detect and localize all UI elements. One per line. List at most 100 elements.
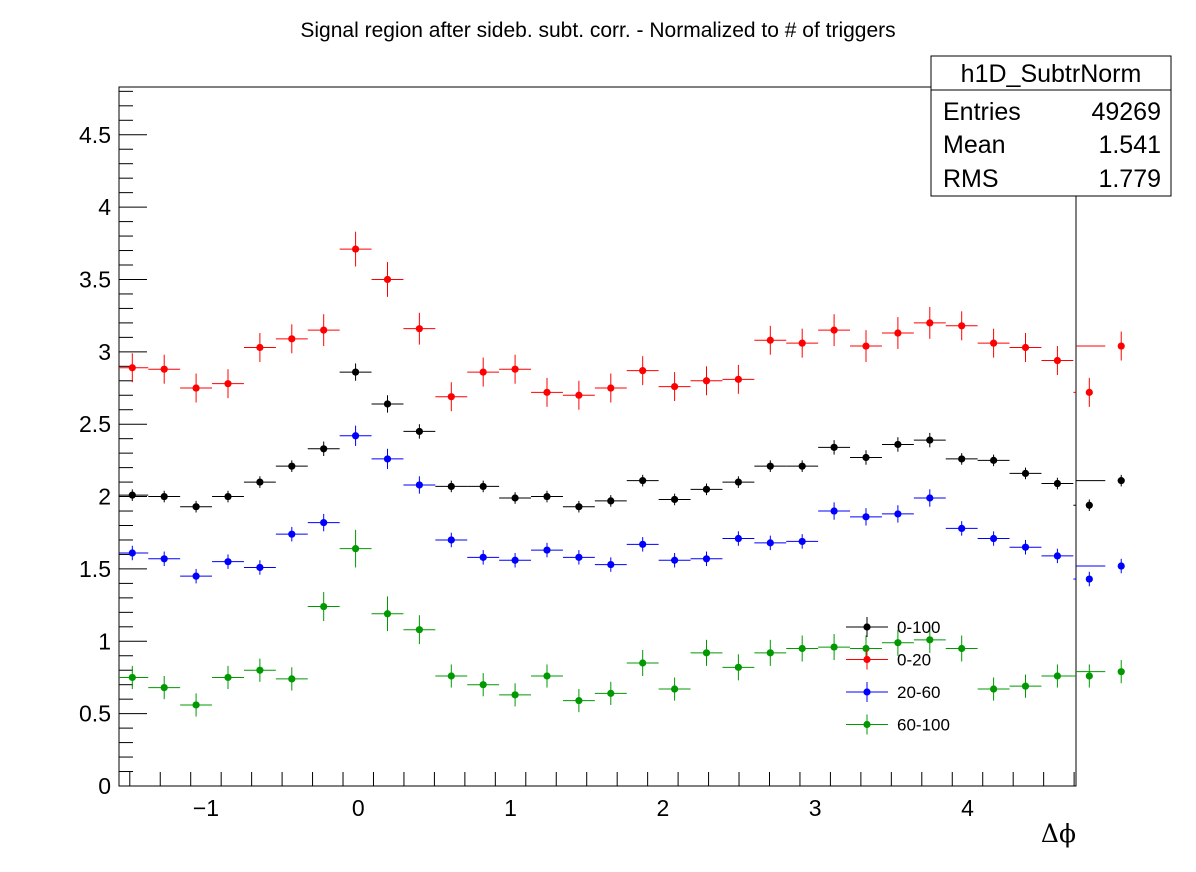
marker: [894, 639, 902, 647]
data-point: [180, 500, 213, 513]
y-tick-label: 0: [98, 773, 111, 799]
y-tick-label: 0.5: [79, 701, 111, 727]
marker: [639, 540, 647, 548]
legend-item: 0-20: [846, 649, 931, 670]
data-point: [626, 474, 659, 487]
data-point: [307, 441, 340, 457]
marker: [1021, 543, 1030, 551]
data-point: [977, 454, 1010, 467]
data-point: [818, 502, 851, 520]
data-point: [658, 553, 691, 568]
data-point: [722, 654, 755, 681]
marker: [1085, 672, 1093, 680]
data-point: [1076, 474, 1125, 487]
marker: [479, 368, 487, 376]
data-point: [148, 490, 181, 503]
series-layer: [119, 231, 1125, 717]
data-point: [531, 377, 563, 407]
data-point: [913, 626, 946, 653]
x-tick-label: 2: [656, 795, 669, 821]
marker: [830, 507, 838, 515]
stats-box-frame: [930, 55, 1172, 197]
marker: [1021, 469, 1030, 478]
marker: [607, 497, 615, 505]
marker: [192, 701, 200, 709]
data-point: [148, 354, 181, 384]
data-point: [1009, 674, 1042, 698]
y-tick-label: 3: [98, 339, 111, 365]
data-point: [1041, 346, 1074, 375]
marker: [128, 364, 136, 372]
marker: [224, 558, 232, 566]
data-point: [1073, 377, 1093, 407]
data-point: [339, 529, 372, 568]
data-point: [594, 495, 627, 507]
marker: [734, 478, 742, 486]
data-point: [881, 505, 914, 523]
data-point: [243, 333, 276, 362]
marker: [862, 644, 870, 653]
marker: [766, 649, 774, 657]
marker: [320, 445, 328, 453]
data-point: [722, 476, 755, 488]
data-point: [243, 560, 276, 575]
data-point: [945, 453, 978, 465]
x-axis: −1 0 1 2 3 4: [129, 772, 1075, 821]
marker: [926, 436, 934, 444]
marker: [862, 342, 870, 350]
marker: [798, 644, 806, 653]
marker: [670, 556, 679, 564]
marker: [894, 329, 902, 337]
data-point: [275, 460, 308, 472]
stats-box-title: h1D_SubtrNorm: [961, 60, 1142, 88]
data-point: [243, 476, 276, 488]
data-point: [212, 490, 244, 503]
data-point: [119, 353, 149, 383]
data-point: [722, 531, 755, 546]
data-point: [1041, 548, 1074, 564]
marker: [926, 636, 934, 644]
marker: [670, 685, 679, 693]
data-point: [499, 553, 532, 568]
marker: [511, 691, 519, 699]
data-point: [881, 317, 914, 349]
data-point: [307, 314, 340, 347]
marker: [288, 675, 296, 683]
legend-label: 20-60: [897, 683, 940, 702]
data-point: [435, 532, 468, 548]
marker: [926, 319, 934, 327]
data-point: [1041, 477, 1074, 490]
marker: [447, 482, 455, 491]
marker: [1053, 672, 1062, 680]
data-point: [403, 615, 436, 645]
data-point: [1073, 571, 1093, 587]
data-point: [818, 634, 851, 661]
data-point: [690, 483, 723, 496]
data-point: [850, 330, 882, 362]
data-point: [562, 380, 595, 410]
data-point: [594, 557, 627, 572]
legend-item: 20-60: [846, 682, 940, 702]
marker: [383, 610, 392, 618]
data-point: [435, 664, 468, 688]
data-point: [499, 683, 532, 707]
data-point: [626, 649, 659, 677]
data-point: [1009, 539, 1042, 555]
marker: [958, 524, 966, 532]
data-point: [212, 665, 244, 690]
data-point: [786, 534, 819, 549]
marker: [192, 384, 200, 392]
marker: [415, 626, 423, 634]
data-point: [562, 689, 595, 713]
marker: [160, 683, 168, 692]
marker: [320, 602, 328, 611]
data-point: [339, 231, 372, 267]
data-point: [977, 677, 1010, 701]
data-point: [467, 550, 500, 565]
legend-label: 60-100: [897, 716, 950, 735]
marker: [1117, 668, 1125, 676]
data-point: [307, 513, 340, 532]
marker: [1085, 501, 1093, 509]
data-point: [371, 448, 404, 470]
data-point: [499, 354, 532, 384]
